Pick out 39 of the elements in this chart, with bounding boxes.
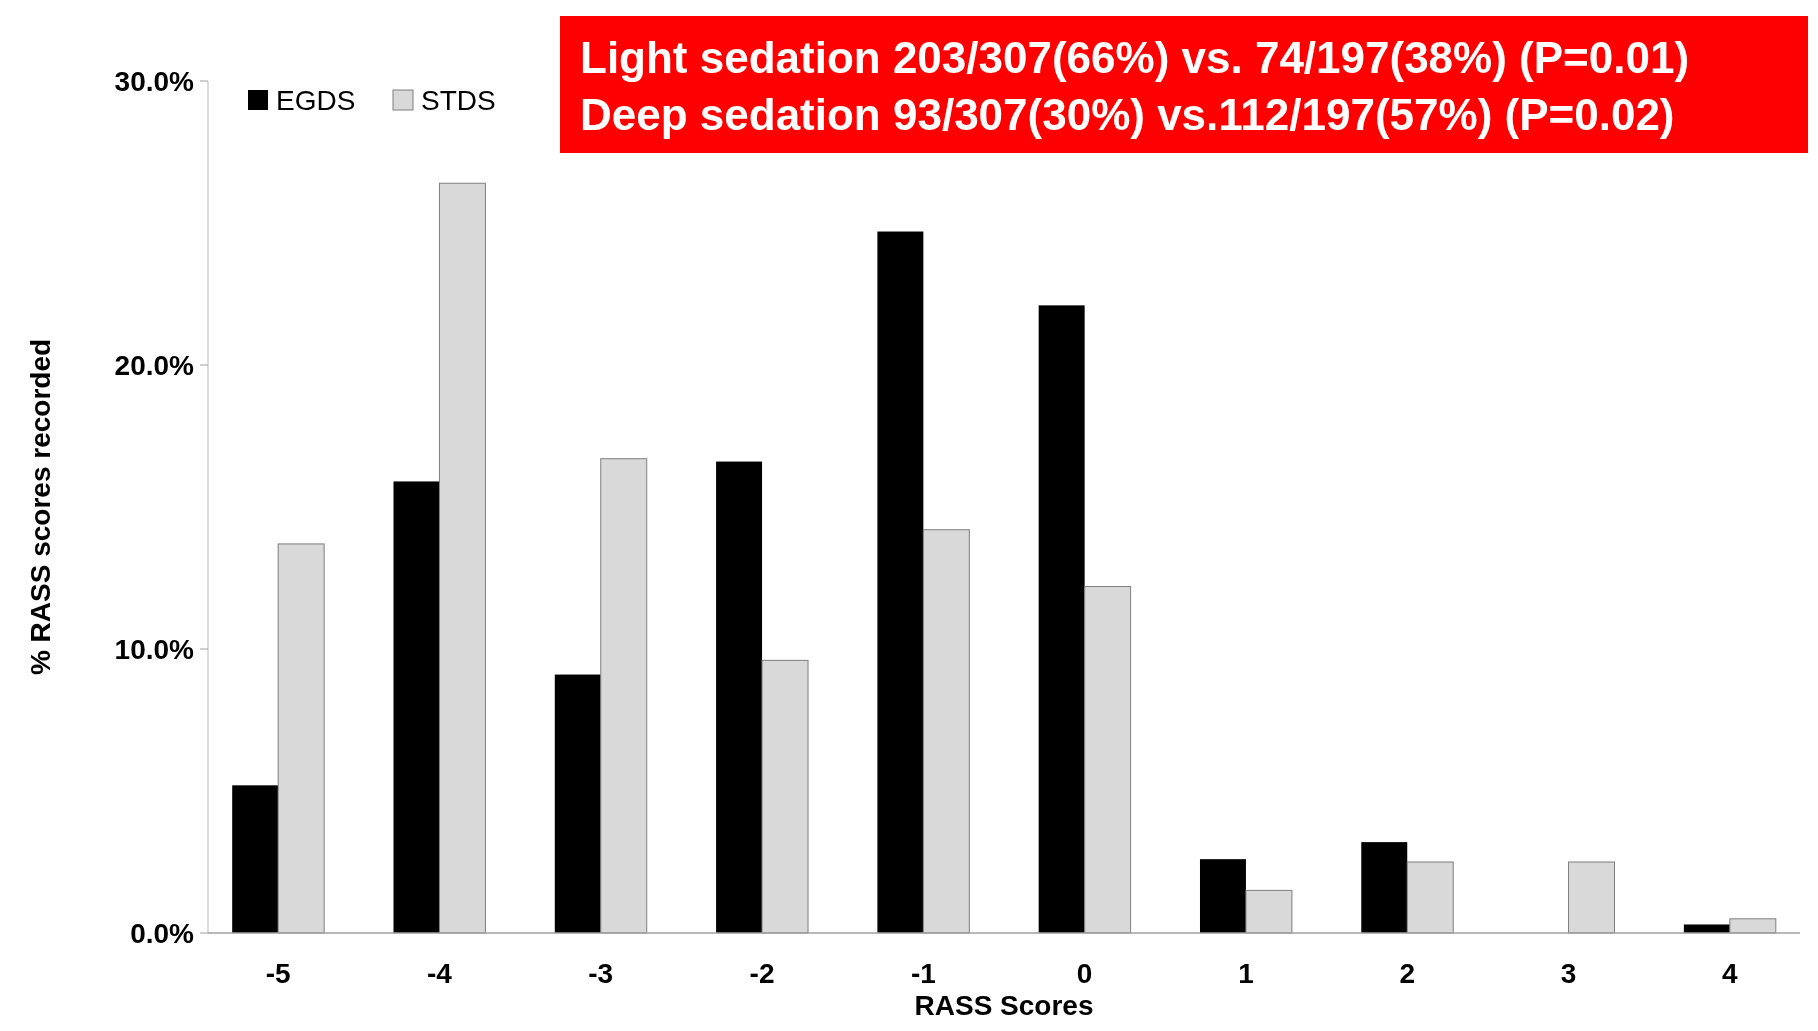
bar bbox=[1683, 924, 1730, 933]
bar bbox=[1406, 861, 1454, 934]
bar bbox=[1729, 918, 1777, 934]
bar bbox=[232, 785, 279, 933]
annotation: Light sedation 203/307(66%) vs. 74/197(38%) (P=0.01) bbox=[580, 33, 1690, 83]
bar bbox=[1568, 861, 1616, 934]
x-tick-label: 0 bbox=[1076, 958, 1093, 989]
legend-label: EGDS bbox=[276, 84, 356, 116]
bar bbox=[716, 461, 763, 933]
x-tick-label: 1 bbox=[1238, 958, 1254, 989]
bar bbox=[393, 481, 440, 933]
y-tick-label: 0.0% bbox=[130, 917, 195, 949]
x-tick-label: -5 bbox=[265, 958, 291, 989]
y-axis-title: % RASS scores recorded bbox=[25, 338, 56, 676]
x-tick-label: 2 bbox=[1399, 958, 1416, 989]
bar bbox=[438, 182, 486, 934]
annotation: Deep sedation 93/307(30%) vs.112/197(57%) (P=0.02) bbox=[580, 90, 1675, 140]
x-tick-label: -3 bbox=[588, 958, 614, 989]
x-tick-label: 4 bbox=[1722, 958, 1739, 989]
bar bbox=[1361, 842, 1408, 933]
bar bbox=[277, 543, 325, 934]
bar bbox=[761, 659, 809, 934]
legend-label: STDS bbox=[421, 84, 496, 116]
y-tick-label: 30.0% bbox=[114, 65, 195, 97]
bar bbox=[1038, 305, 1085, 933]
bar bbox=[922, 529, 970, 934]
x-tick-label: -4 bbox=[427, 958, 453, 989]
bar bbox=[1084, 586, 1132, 934]
bar bbox=[554, 674, 601, 933]
x-axis-title: RASS Scores bbox=[914, 990, 1094, 1021]
bar bbox=[600, 458, 648, 934]
bar bbox=[1199, 859, 1246, 933]
x-tick-label: 3 bbox=[1560, 958, 1577, 989]
y-tick-label: 20.0% bbox=[114, 349, 195, 381]
x-tick-label: -2 bbox=[749, 958, 775, 989]
bar bbox=[1245, 889, 1293, 934]
y-tick-label: 10.0% bbox=[114, 633, 195, 665]
bar bbox=[877, 231, 924, 933]
x-tick-label: -1 bbox=[910, 958, 936, 989]
